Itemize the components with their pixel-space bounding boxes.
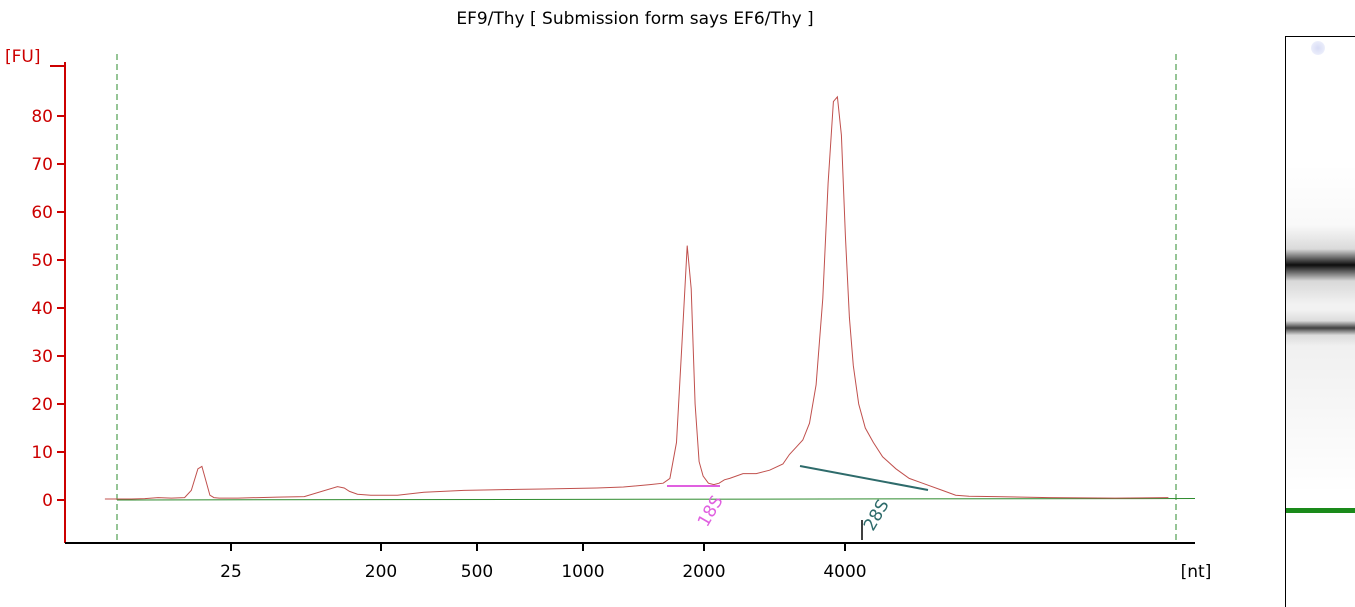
y-axis-ticks: 0 10 20 30 40 50 60 70 80 — [31, 107, 65, 511]
gel-band — [1286, 225, 1355, 306]
plot-area: 18S 28S — [104, 54, 1196, 540]
peak-28s-label: 28S — [860, 496, 894, 534]
peak-18s-label: 18S — [694, 492, 728, 530]
y-tick-label: 10 — [31, 443, 53, 463]
x-tick-label: 25 — [220, 562, 242, 582]
y-tick-label: 30 — [31, 347, 53, 367]
electropherogram-chart: EF9/Thy [ Submission form says EF6/Thy ]… — [5, 9, 1212, 582]
gel-lower-marker — [1286, 508, 1355, 514]
x-tick-label: 4000 — [823, 562, 866, 582]
gel-well-icon — [1311, 41, 1325, 55]
y-tick-label: 40 — [31, 299, 53, 319]
x-tick-label: 1000 — [561, 562, 604, 582]
x-tick-label: 500 — [461, 562, 493, 582]
x-axis-label: [nt] — [1181, 562, 1212, 582]
chart-title: EF9/Thy [ Submission form says EF6/Thy ] — [456, 9, 813, 29]
baseline-line — [116, 498, 1196, 501]
y-tick-label: 50 — [31, 251, 53, 271]
electropherogram-trace — [104, 95, 1169, 500]
chart-axes — [50, 62, 1195, 544]
x-axis-ticks: 25 200 500 1000 2000 4000 — [220, 543, 867, 582]
y-tick-label: 60 — [31, 203, 53, 223]
gel-lane — [1285, 36, 1355, 607]
y-tick-label: 70 — [31, 155, 53, 175]
y-tick-label: 20 — [31, 395, 53, 415]
gel-band — [1286, 310, 1355, 347]
peak-28s-baseline — [799, 465, 929, 491]
y-axis-label: [FU] — [5, 47, 41, 67]
x-tick-label: 200 — [365, 562, 397, 582]
y-tick-label: 0 — [42, 491, 53, 511]
y-tick-label: 80 — [31, 107, 53, 127]
x-tick-label: 2000 — [682, 562, 725, 582]
